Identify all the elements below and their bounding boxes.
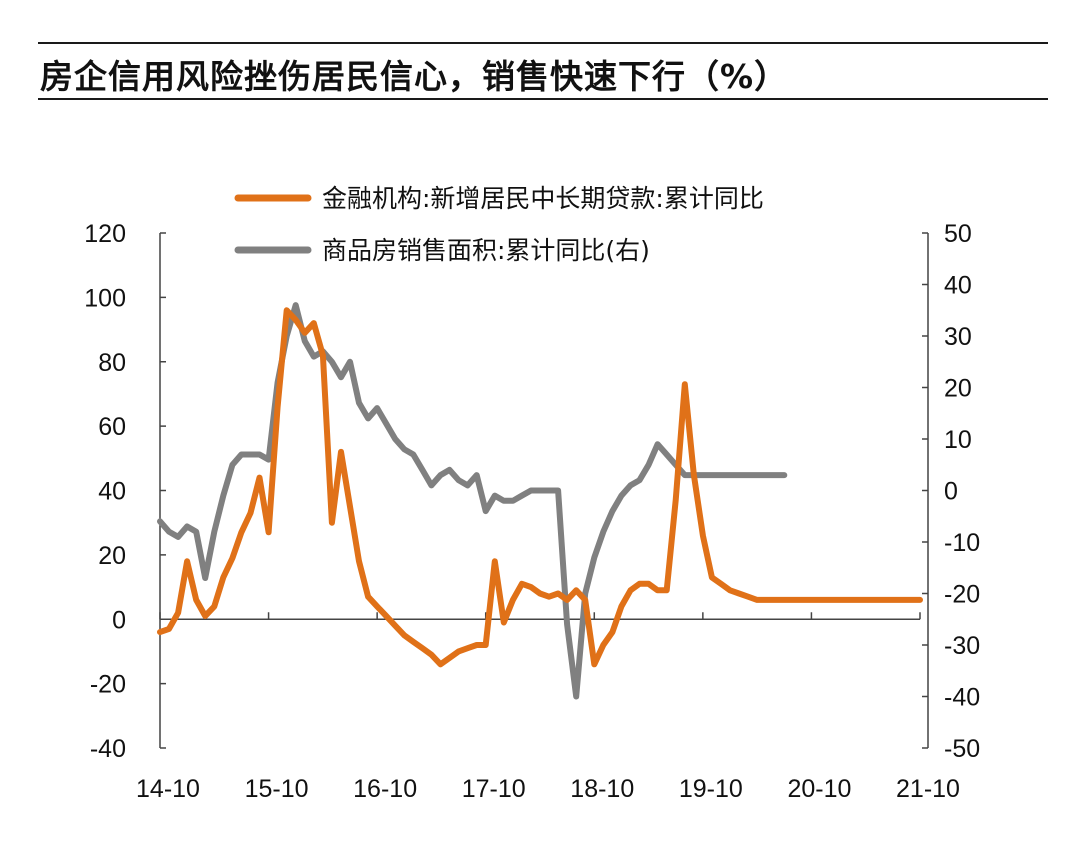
- legend-label: 商品房销售面积:累计同比(右): [322, 236, 650, 265]
- chart-axes: 120100806040200-20-4050403020100-10-20-3…: [84, 220, 980, 803]
- y-tick-left-label: 80: [98, 349, 126, 377]
- title-top-rule: [38, 42, 1048, 44]
- y-tick-right-label: 0: [944, 478, 958, 506]
- x-tick-label: 15-10: [245, 775, 309, 803]
- legend-label: 金融机构:新增居民中长期贷款:累计同比: [322, 184, 764, 213]
- y-tick-right-label: -10: [944, 529, 980, 557]
- x-tick-label: 20-10: [787, 775, 851, 803]
- y-tick-right-label: -20: [944, 581, 980, 609]
- y-tick-right-label: 20: [944, 375, 972, 403]
- page-title: 房企信用风险挫伤居民信心，销售快速下行（%）: [40, 57, 789, 96]
- y-tick-right-label: -40: [944, 684, 980, 712]
- y-tick-left-label: -40: [90, 735, 126, 763]
- y-tick-left-label: 40: [98, 478, 126, 506]
- series-line-mortgage-loans: [157, 307, 923, 668]
- chart-series-layer: [157, 302, 923, 700]
- y-tick-left-label: 60: [98, 413, 126, 441]
- y-tick-right-label: 10: [944, 426, 972, 454]
- y-tick-left-label: 0: [112, 606, 126, 634]
- y-tick-left-label: -20: [90, 671, 126, 699]
- x-tick-label: 14-10: [136, 775, 200, 803]
- y-tick-right-label: -50: [944, 735, 980, 763]
- title-bottom-rule: [38, 98, 1048, 100]
- y-tick-left-label: 120: [84, 220, 126, 248]
- y-tick-right-label: 40: [944, 272, 972, 300]
- y-tick-right-label: -30: [944, 632, 980, 660]
- x-tick-label: 21-10: [896, 775, 960, 803]
- x-tick-label: 18-10: [570, 775, 634, 803]
- y-tick-left-label: 20: [98, 542, 126, 570]
- y-tick-right-label: 50: [944, 220, 972, 248]
- x-tick-label: 19-10: [679, 775, 743, 803]
- x-tick-label: 16-10: [353, 775, 417, 803]
- y-tick-right-label: 30: [944, 323, 972, 351]
- x-tick-label: 17-10: [462, 775, 526, 803]
- y-tick-left-label: 100: [84, 284, 126, 312]
